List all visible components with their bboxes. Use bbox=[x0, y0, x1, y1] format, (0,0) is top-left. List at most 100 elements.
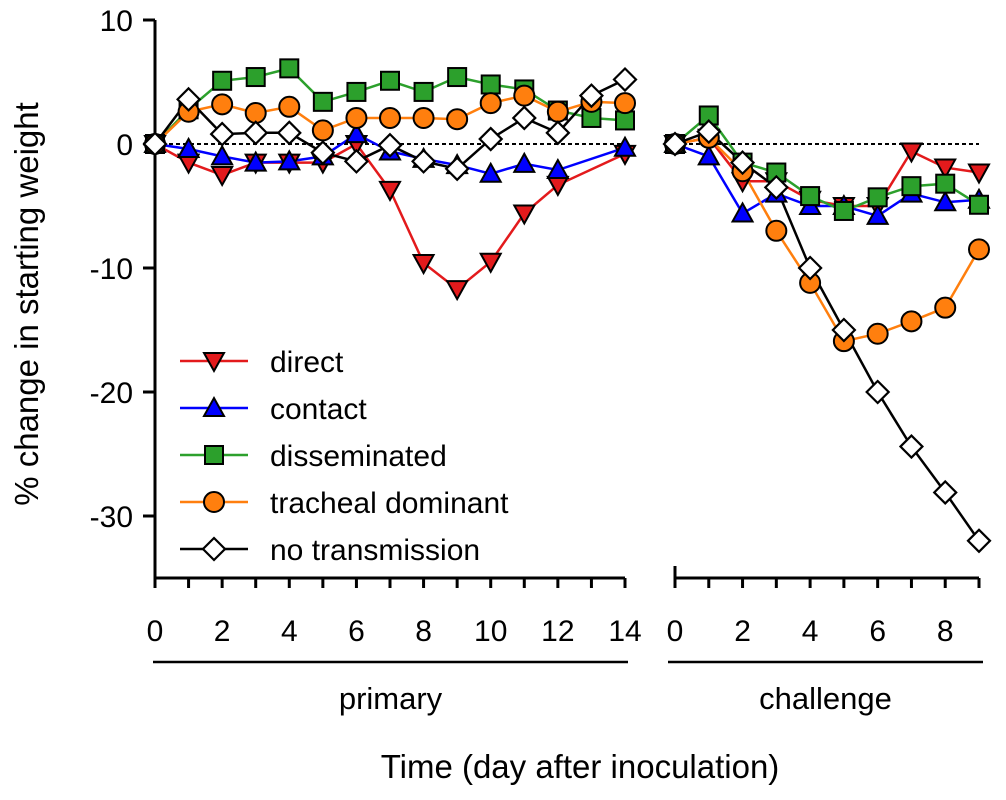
point-tracheal-dominant bbox=[968, 238, 990, 261]
x-tick-label: 4 bbox=[802, 615, 819, 648]
point-no-transmission bbox=[176, 86, 202, 112]
point-contact bbox=[479, 161, 503, 183]
x-tick-label: 2 bbox=[214, 615, 231, 648]
point-contact bbox=[730, 201, 755, 223]
x-axis-title: Time (day after inoculation) bbox=[381, 748, 780, 785]
x-tick-label: 8 bbox=[937, 615, 954, 648]
point-disseminated bbox=[901, 176, 922, 197]
point-contact bbox=[512, 151, 536, 173]
point-no-transmission bbox=[545, 120, 571, 146]
point-no-transmission bbox=[898, 434, 925, 460]
legend-marker-contact bbox=[202, 395, 226, 417]
point-disseminated bbox=[447, 67, 468, 88]
legend-marker-disseminated bbox=[204, 445, 224, 465]
point-disseminated bbox=[833, 200, 854, 221]
series-line-tracheal-dominant-challenge bbox=[674, 136, 981, 343]
legend-label-contact: contact bbox=[270, 393, 367, 426]
y-tick-label: -30 bbox=[90, 501, 133, 534]
point-tracheal-dominant bbox=[614, 92, 636, 115]
point-no-transmission bbox=[797, 255, 823, 281]
point-tracheal-dominant bbox=[513, 84, 536, 107]
point-contact bbox=[933, 190, 957, 212]
point-tracheal-dominant bbox=[244, 102, 267, 124]
point-tracheal-dominant bbox=[546, 100, 569, 123]
point-contact bbox=[865, 203, 890, 225]
point-contact bbox=[277, 149, 301, 171]
point-no-transmission bbox=[411, 148, 437, 174]
point-disseminated bbox=[245, 67, 266, 88]
y-tick-label: 0 bbox=[116, 129, 133, 162]
point-direct bbox=[933, 158, 957, 180]
panel-label-primary: primary bbox=[339, 681, 443, 716]
point-tracheal-dominant bbox=[345, 106, 368, 129]
point-contact bbox=[697, 144, 721, 166]
x-tick-label: 0 bbox=[147, 615, 164, 648]
point-tracheal-dominant bbox=[765, 219, 788, 242]
point-contact bbox=[546, 157, 570, 180]
point-no-transmission bbox=[662, 131, 688, 157]
x-tick-label: 6 bbox=[348, 615, 365, 648]
legend-marker-no-transmission bbox=[201, 536, 227, 562]
point-no-transmission bbox=[142, 131, 168, 157]
point-disseminated bbox=[346, 81, 367, 102]
x-tick-label: 8 bbox=[415, 615, 432, 648]
point-tracheal-dominant bbox=[379, 106, 401, 129]
point-no-transmission bbox=[578, 83, 604, 109]
point-tracheal-dominant bbox=[311, 119, 334, 142]
legend-label-tracheal-dominant: tracheal dominant bbox=[270, 487, 509, 520]
point-no-transmission bbox=[478, 126, 504, 152]
point-tracheal-dominant bbox=[934, 296, 957, 319]
point-tracheal-dominant bbox=[412, 106, 435, 129]
point-no-transmission bbox=[377, 132, 403, 158]
point-tracheal-dominant bbox=[278, 95, 301, 118]
point-disseminated bbox=[480, 74, 501, 95]
point-direct bbox=[378, 180, 402, 202]
point-no-transmission bbox=[276, 120, 302, 146]
point-no-transmission bbox=[343, 148, 369, 174]
point-disseminated bbox=[380, 70, 400, 91]
legend-marker-tracheal-dominant bbox=[203, 491, 225, 513]
y-axis-title: % change in starting weight bbox=[8, 102, 45, 506]
point-tracheal-dominant bbox=[900, 310, 923, 333]
point-tracheal-dominant bbox=[211, 93, 234, 116]
point-direct bbox=[411, 254, 436, 276]
legend-label-no-transmission: no transmission bbox=[270, 534, 480, 567]
point-no-transmission bbox=[932, 479, 958, 505]
point-disseminated bbox=[800, 186, 821, 207]
point-no-transmission bbox=[310, 140, 336, 166]
x-tick-label: 10 bbox=[474, 615, 507, 648]
point-no-transmission bbox=[444, 156, 470, 182]
point-direct bbox=[479, 252, 503, 274]
legend-label-disseminated: disseminated bbox=[270, 440, 447, 473]
point-disseminated bbox=[615, 110, 635, 131]
point-contact bbox=[210, 144, 234, 166]
point-no-transmission bbox=[763, 174, 789, 200]
x-tick-label: 2 bbox=[734, 615, 751, 648]
point-disseminated bbox=[312, 91, 333, 112]
point-no-transmission bbox=[696, 119, 722, 145]
point-direct bbox=[445, 280, 469, 302]
point-no-transmission bbox=[966, 528, 992, 554]
point-contact bbox=[344, 122, 369, 144]
point-disseminated bbox=[212, 70, 233, 91]
series-line-no-transmission-challenge bbox=[674, 130, 981, 542]
series-line-disseminated-challenge bbox=[674, 113, 980, 213]
point-disseminated bbox=[413, 81, 434, 102]
x-tick-label: 12 bbox=[541, 615, 574, 648]
y-tick-label: 10 bbox=[100, 5, 133, 38]
point-no-transmission bbox=[865, 379, 891, 405]
point-tracheal-dominant bbox=[479, 92, 502, 115]
legend-marker-direct bbox=[202, 352, 226, 374]
point-contact bbox=[176, 136, 201, 158]
point-tracheal-dominant bbox=[446, 108, 469, 131]
point-no-transmission bbox=[209, 121, 235, 147]
point-no-transmission bbox=[243, 120, 269, 146]
point-no-transmission bbox=[729, 150, 756, 176]
x-tick-label: 4 bbox=[281, 615, 298, 648]
point-no-transmission bbox=[511, 105, 537, 131]
y-tick-label: -20 bbox=[90, 377, 133, 410]
point-disseminated bbox=[935, 173, 956, 194]
x-tick-label: 0 bbox=[667, 615, 684, 648]
point-contact bbox=[244, 150, 268, 172]
